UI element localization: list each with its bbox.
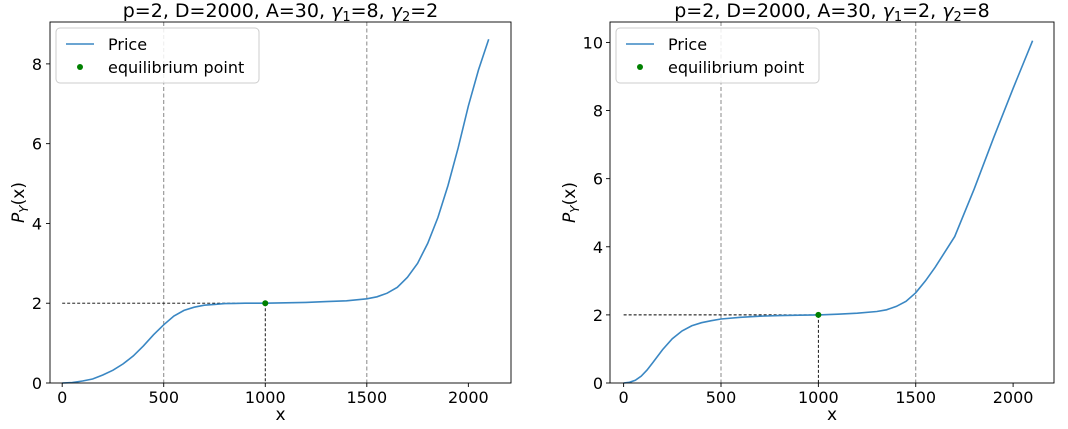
- y-tick-label: 2: [593, 306, 603, 325]
- x-tick-label: 2000: [448, 388, 489, 407]
- y-tick-label: 2: [32, 294, 42, 313]
- x-tick-label: 2000: [993, 388, 1034, 407]
- legend-equilibrium-swatch: [77, 64, 83, 70]
- x-tick-label: 1000: [798, 388, 839, 407]
- y-tick-label: 4: [32, 214, 42, 233]
- chart-right: 0 500 1000 1500 2000 0 2 4 6 8 10 x PY(x) p=2, D=2000…: [560, 0, 1055, 425]
- axes-frame: [49, 21, 512, 384]
- x-tick-label: 1500: [346, 388, 387, 407]
- y-tick-label: 8: [32, 55, 42, 74]
- equilibrium-point-marker: [815, 311, 822, 318]
- y-tick-label: 6: [593, 170, 603, 189]
- legend-equilibrium-label: equilibrium point: [108, 58, 244, 77]
- x-tick-label: 1000: [245, 388, 286, 407]
- y-axis-label: PY(x): [560, 182, 582, 223]
- y-tick-label: 8: [593, 102, 603, 121]
- legend-box: [55, 27, 260, 84]
- legend-price-label: Price: [108, 35, 147, 54]
- x-tick-label: 0: [57, 388, 67, 407]
- y-tick-label: 10: [583, 33, 603, 52]
- y-tick-label: 6: [32, 135, 42, 154]
- y-tick-label: 4: [593, 238, 603, 257]
- y-tick-label: 0: [32, 374, 42, 393]
- y-tick-label: 0: [593, 374, 603, 393]
- chart-title: p=2, D=2000, A=30, γ1=8, γ2=2: [123, 0, 438, 25]
- x-tick-label: 500: [148, 388, 179, 407]
- legend-price-label: Price: [668, 35, 707, 54]
- legend-equilibrium-swatch: [637, 64, 643, 70]
- chart-title: p=2, D=2000, A=30, γ1=2, γ2=8: [674, 0, 989, 25]
- axes-frame: [609, 21, 1055, 384]
- legend-equilibrium-label: equilibrium point: [668, 58, 804, 77]
- x-axis-label: x: [275, 405, 285, 425]
- x-tick-label: 0: [619, 388, 629, 407]
- equilibrium-point-marker: [262, 300, 269, 307]
- series-price-line: [62, 38, 490, 384]
- legend-box: [615, 27, 820, 84]
- y-axis-label: PY(x): [9, 182, 31, 223]
- x-axis-label: x: [827, 405, 837, 425]
- series-price-line: [623, 40, 1034, 384]
- x-tick-label: 500: [706, 388, 737, 407]
- x-tick-label: 1500: [895, 388, 936, 407]
- chart-left: 0 500 1000 1500 2000 0 2 4 6 8 x PY(x) p=2, D=2000, …: [9, 0, 512, 425]
